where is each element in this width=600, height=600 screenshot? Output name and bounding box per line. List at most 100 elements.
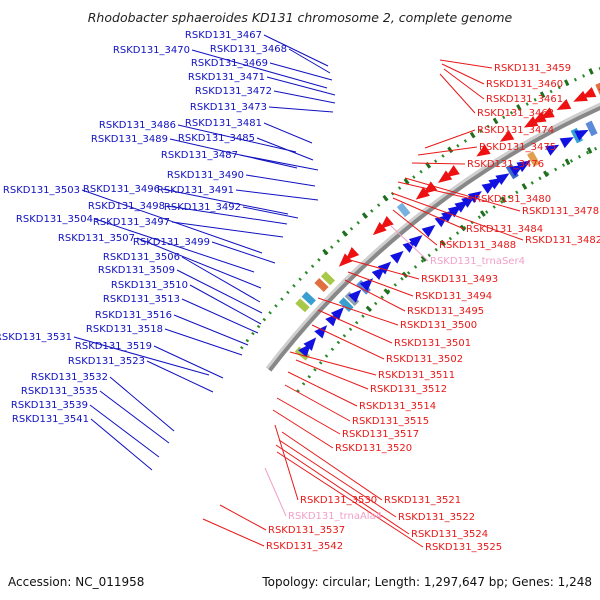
axis-tick-mark	[383, 288, 390, 295]
leader-line	[181, 298, 259, 334]
leader-line	[189, 284, 262, 325]
gene-label[interactable]: RSKD131_3523	[68, 356, 145, 367]
gene-label[interactable]: RSKD131_3494	[415, 291, 492, 302]
gene-label[interactable]: RSKD131_3493	[421, 274, 498, 285]
leader-line	[239, 154, 319, 171]
gene-label[interactable]: RSKD131_3541	[12, 414, 89, 425]
gene-label[interactable]: RSKD131_3539	[11, 400, 88, 411]
minus-strand-gene-arrow	[445, 165, 460, 178]
gene-label[interactable]: RSKD131_3467	[185, 30, 262, 41]
gene-label[interactable]: RSKD131_3507	[58, 233, 135, 244]
minus-strand-gene-arrow	[499, 129, 515, 142]
gene-label[interactable]: RSKD131_3490	[167, 170, 244, 181]
gene-label[interactable]: RSKD131_3530	[300, 495, 377, 506]
axis-tick-mark	[469, 131, 476, 139]
gene-label[interactable]: RSKD131_3500	[400, 320, 477, 331]
gene-label[interactable]: RSKD131_3488	[439, 240, 516, 251]
leader-line	[347, 271, 414, 297]
gene-label[interactable]: RSKD131_3516	[95, 310, 172, 321]
minus-strand-gene-block	[396, 202, 411, 218]
leader-line	[349, 259, 420, 280]
trna-label[interactable]: RSKD131_trnaAla4	[288, 511, 382, 522]
plus-strand-gene-arrow	[559, 137, 574, 149]
gene-label[interactable]: RSKD131_3472	[195, 86, 272, 97]
gene-label[interactable]: RSKD131_3475	[479, 142, 556, 153]
leader-line	[235, 189, 319, 201]
gene-label[interactable]: RSKD131_3518	[86, 324, 163, 335]
gene-label[interactable]: RSKD131_3499	[133, 237, 210, 248]
leader-line	[169, 138, 298, 169]
gene-label[interactable]: RSKD131_3491	[157, 185, 234, 196]
gene-label[interactable]: RSKD131_3471	[188, 72, 265, 83]
leader-line	[99, 390, 170, 444]
gene-label[interactable]: RSKD131_3497	[93, 217, 170, 228]
leader-line	[441, 63, 485, 85]
gene-label[interactable]: RSKD131_3506	[103, 252, 180, 263]
gene-label[interactable]: RSKD131_3504	[16, 214, 93, 225]
gene-label[interactable]: RSKD131_3474	[477, 125, 554, 136]
gene-label[interactable]: RSKD131_3522	[398, 512, 475, 523]
gene-label[interactable]: RSKD131_3531	[0, 332, 72, 343]
axis-tick-mark	[588, 68, 594, 75]
gene-label[interactable]: RSKD131_3460	[486, 79, 563, 90]
gene-label[interactable]: RSKD131_3520	[335, 443, 412, 454]
gene-label[interactable]: RSKD131_3503	[3, 185, 80, 196]
gene-label[interactable]: RSKD131_3489	[91, 134, 168, 145]
gene-label[interactable]: RSKD131_3537	[268, 525, 345, 536]
gene-label[interactable]: RSKD131_3492	[164, 202, 241, 213]
minus-strand-gene-arrow	[423, 181, 438, 194]
axis-tick-mark	[479, 210, 486, 217]
plus-strand-gene-arrow	[467, 191, 482, 204]
gene-label[interactable]: RSKD131_3482	[525, 235, 600, 246]
gene-label[interactable]: RSKD131_3525	[425, 542, 502, 553]
minus-strand-gene-arrow	[415, 186, 430, 200]
gene-label[interactable]: RSKD131_3462	[477, 108, 554, 119]
leader-line	[173, 314, 249, 346]
gene-label[interactable]: RSKD131_3480	[474, 194, 551, 205]
gene-label[interactable]: RSKD131_3470	[113, 45, 190, 56]
gene-label[interactable]: RSKD131_3481	[185, 118, 262, 129]
gene-label[interactable]: RSKD131_3484	[466, 224, 543, 235]
gene-label[interactable]: RSKD131_3476	[467, 159, 544, 170]
leader-line	[392, 209, 438, 246]
gene-label[interactable]: RSKD131_3468	[210, 44, 287, 55]
leader-line	[411, 162, 466, 165]
gene-label[interactable]: RSKD131_3502	[386, 354, 463, 365]
axis-tick-mark	[564, 79, 570, 87]
gene-label[interactable]: RSKD131_3485	[178, 133, 255, 144]
gene-label[interactable]: RSKD131_3521	[384, 495, 461, 506]
gene-label[interactable]: RSKD131_3473	[190, 102, 267, 113]
gene-label[interactable]: RSKD131_3519	[75, 341, 152, 352]
minus-strand-gene-arrow	[532, 111, 547, 124]
leader-line	[311, 324, 385, 360]
gene-label[interactable]: RSKD131_3496	[83, 184, 160, 195]
gene-label[interactable]: RSKD131_3524	[411, 529, 488, 540]
gene-label[interactable]: RSKD131_3510	[111, 280, 188, 291]
gene-label[interactable]: RSKD131_3461	[486, 94, 563, 105]
gene-label[interactable]: RSKD131_3498	[88, 201, 165, 212]
gene-label[interactable]: RSKD131_3542	[266, 541, 343, 552]
gene-label[interactable]: RSKD131_3469	[191, 58, 268, 69]
gene-label[interactable]: RSKD131_3515	[352, 416, 429, 427]
gene-label[interactable]: RSKD131_3509	[98, 265, 175, 276]
gene-label[interactable]: RSKD131_3486	[99, 120, 176, 131]
leader-line	[317, 309, 393, 344]
gene-label[interactable]: RSKD131_3513	[103, 294, 180, 305]
plus-strand-gene-arrow	[390, 250, 404, 264]
leader-line	[263, 34, 329, 67]
leader-line	[287, 371, 358, 407]
gene-label[interactable]: RSKD131_3459	[494, 63, 571, 74]
gene-label[interactable]: RSKD131_3535	[21, 386, 98, 397]
gene-label[interactable]: RSKD131_3495	[407, 306, 484, 317]
gene-label[interactable]: RSKD131_3487	[161, 150, 238, 161]
trna-label[interactable]: RSKD131_trnaSer4	[430, 256, 525, 267]
gene-label[interactable]: RSKD131_3478	[522, 206, 599, 217]
leader-line	[276, 397, 341, 435]
gene-label[interactable]: RSKD131_3514	[359, 401, 436, 412]
leader-line	[202, 518, 265, 547]
gene-label[interactable]: RSKD131_3517	[342, 429, 419, 440]
gene-label[interactable]: RSKD131_3501	[394, 338, 471, 349]
gene-label[interactable]: RSKD131_3532	[31, 372, 108, 383]
gene-label[interactable]: RSKD131_3512	[370, 384, 447, 395]
gene-label[interactable]: RSKD131_3511	[378, 370, 455, 381]
